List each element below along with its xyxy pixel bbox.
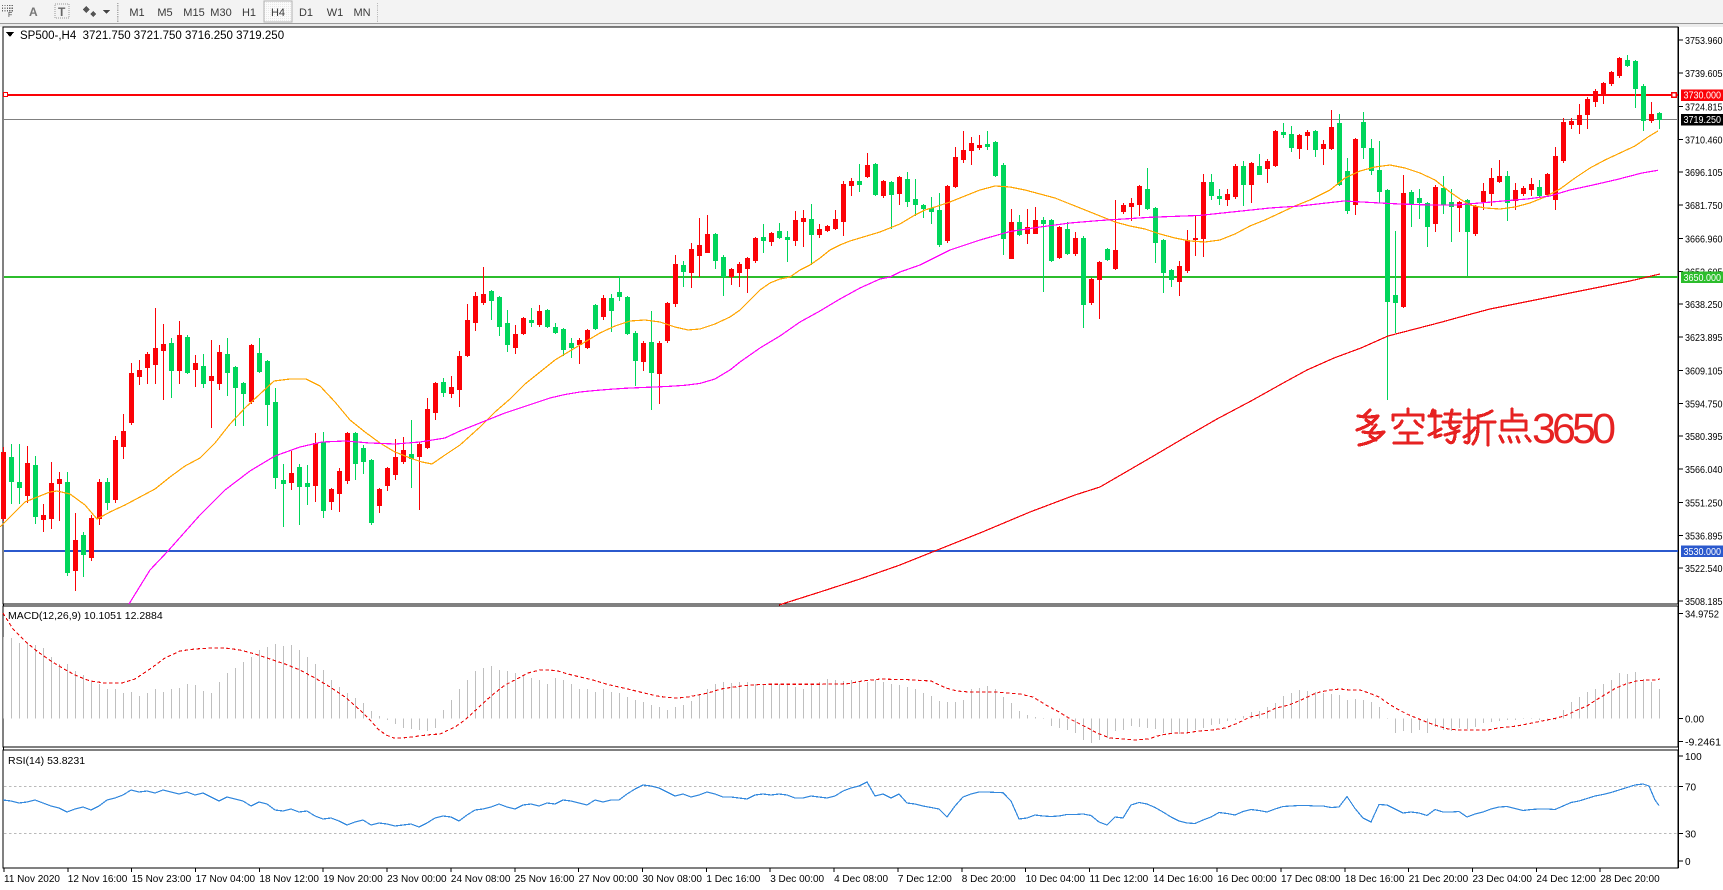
svg-text:M15: M15	[183, 7, 204, 19]
svg-text:11 Dec 12:00: 11 Dec 12:00	[1090, 874, 1149, 885]
svg-text:12 Nov 16:00: 12 Nov 16:00	[68, 874, 128, 885]
svg-text:11 Nov 2020: 11 Nov 2020	[4, 874, 60, 885]
svg-text:3724.815: 3724.815	[1685, 102, 1723, 114]
svg-text:3710.460: 3710.460	[1685, 134, 1723, 146]
svg-text:D1: D1	[299, 7, 313, 19]
svg-text:3522.540: 3522.540	[1685, 563, 1723, 575]
svg-text:25 Nov 16:00: 25 Nov 16:00	[515, 874, 575, 885]
svg-text:23 Dec 04:00: 23 Dec 04:00	[1473, 874, 1533, 885]
svg-text:70: 70	[1685, 782, 1697, 793]
svg-text:3696.105: 3696.105	[1685, 167, 1723, 179]
svg-text:M30: M30	[210, 7, 231, 19]
svg-text:-9.2461: -9.2461	[1685, 737, 1721, 749]
svg-text:T: T	[58, 5, 66, 19]
svg-text:3536.895: 3536.895	[1685, 530, 1723, 542]
svg-text:28 Dec 20:00: 28 Dec 20:00	[1600, 874, 1660, 885]
svg-text:34.9752: 34.9752	[1685, 609, 1719, 621]
svg-text:100: 100	[1685, 752, 1702, 763]
svg-text:3594.750: 3594.750	[1685, 398, 1723, 410]
svg-text:W1: W1	[327, 7, 344, 19]
svg-text:3 Dec 00:00: 3 Dec 00:00	[770, 874, 824, 885]
svg-text:3650: 3650	[1532, 405, 1616, 453]
svg-text:3638.250: 3638.250	[1685, 299, 1723, 311]
svg-text:4 Dec 08:00: 4 Dec 08:00	[834, 874, 888, 885]
svg-text:H4: H4	[271, 7, 285, 19]
svg-text:3580.395: 3580.395	[1685, 431, 1723, 443]
svg-text:3530.000: 3530.000	[1684, 546, 1722, 558]
svg-text:3681.750: 3681.750	[1685, 200, 1723, 212]
svg-text:30 Nov 08:00: 30 Nov 08:00	[643, 874, 703, 885]
svg-text:8 Dec 20:00: 8 Dec 20:00	[962, 874, 1016, 885]
svg-text:A: A	[29, 5, 38, 19]
svg-text:0.00: 0.00	[1685, 714, 1704, 726]
svg-text:3508.185: 3508.185	[1685, 596, 1723, 608]
svg-text:M5: M5	[157, 7, 172, 19]
svg-text:30: 30	[1685, 830, 1697, 841]
svg-text:3753.960: 3753.960	[1685, 35, 1723, 47]
svg-text:15 Nov 23:00: 15 Nov 23:00	[132, 874, 192, 885]
svg-text:0: 0	[1685, 857, 1691, 868]
svg-text:10 Dec 04:00: 10 Dec 04:00	[1026, 874, 1086, 885]
svg-text:3739.605: 3739.605	[1685, 68, 1723, 80]
svg-text:RSI(14) 53.8231: RSI(14) 53.8231	[8, 755, 85, 767]
svg-text:1 Dec 16:00: 1 Dec 16:00	[706, 874, 760, 885]
svg-text:3650.000: 3650.000	[1684, 272, 1722, 284]
svg-text:14 Dec 16:00: 14 Dec 16:00	[1153, 874, 1213, 885]
svg-text:MN: MN	[353, 7, 370, 19]
svg-text:18 Dec 16:00: 18 Dec 16:00	[1345, 874, 1405, 885]
svg-text:16 Dec 00:00: 16 Dec 00:00	[1217, 874, 1277, 885]
svg-text:21 Dec 20:00: 21 Dec 20:00	[1409, 874, 1469, 885]
svg-text:17 Dec 08:00: 17 Dec 08:00	[1281, 874, 1341, 885]
svg-text:3609.105: 3609.105	[1685, 366, 1723, 378]
svg-text:19 Nov 20:00: 19 Nov 20:00	[323, 874, 383, 885]
svg-text:24 Nov 08:00: 24 Nov 08:00	[451, 874, 511, 885]
svg-text:7 Dec 12:00: 7 Dec 12:00	[898, 874, 952, 885]
svg-text:3666.960: 3666.960	[1685, 234, 1723, 246]
svg-text:F: F	[8, 12, 12, 19]
svg-text:3623.895: 3623.895	[1685, 332, 1723, 344]
svg-text:SP500-,H4 3721.750 3721.750 3: SP500-,H4 3721.750 3721.750 3716.250 371…	[20, 30, 284, 42]
svg-text:23 Nov 00:00: 23 Nov 00:00	[387, 874, 447, 885]
svg-text:3719.250: 3719.250	[1684, 114, 1722, 126]
svg-text:H1: H1	[242, 7, 256, 19]
svg-text:17 Nov 04:00: 17 Nov 04:00	[196, 874, 256, 885]
svg-text:3730.000: 3730.000	[1684, 90, 1722, 102]
svg-text:18 Nov 12:00: 18 Nov 12:00	[259, 874, 319, 885]
svg-text:3566.040: 3566.040	[1685, 464, 1723, 476]
svg-text:3551.250: 3551.250	[1685, 498, 1723, 510]
svg-text:M1: M1	[129, 7, 144, 19]
svg-text:MACD(12,26,9) 10.1051 12.2884: MACD(12,26,9) 10.1051 12.2884	[8, 610, 163, 622]
svg-text:27 Nov 00:00: 27 Nov 00:00	[579, 874, 639, 885]
svg-text:24 Dec 12:00: 24 Dec 12:00	[1536, 874, 1596, 885]
